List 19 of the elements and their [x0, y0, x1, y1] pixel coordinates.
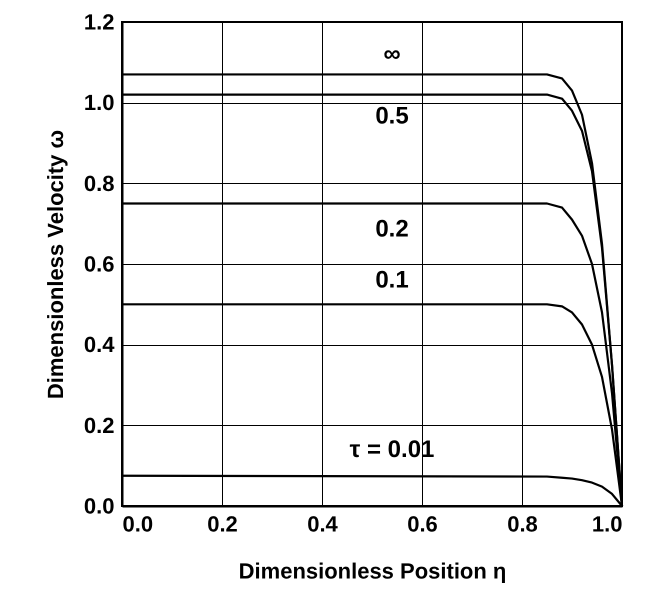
y-axis-title: Dimensionless Velocity ω — [42, 130, 68, 400]
x-tick-label: 0.8 — [507, 512, 538, 536]
x-tick-label: 0.2 — [207, 512, 238, 536]
y-tick-label: 0.2 — [84, 412, 114, 438]
y-tick-label: 1.0 — [84, 90, 114, 116]
series-label: 0.2 — [375, 216, 409, 242]
y-tick-label: 1.2 — [84, 10, 114, 34]
y-tick-label: 0.0 — [84, 494, 114, 518]
x-tick-label: 0.6 — [407, 512, 438, 536]
series-label: 0.5 — [375, 102, 409, 130]
x-tick-label: 0.0 — [122, 512, 154, 536]
x-tick-label: 0.4 — [307, 512, 339, 536]
y-tick-label: 0.4 — [84, 332, 116, 358]
y-tick-label: 0.6 — [84, 252, 114, 276]
x-axis-title: Dimensionless Position η — [238, 558, 506, 584]
y-tick-label: 0.8 — [84, 170, 114, 196]
x-tick-label: 1.0 — [592, 512, 622, 536]
series-label: ∞ — [383, 40, 401, 68]
series-label: 0.1 — [375, 266, 409, 294]
